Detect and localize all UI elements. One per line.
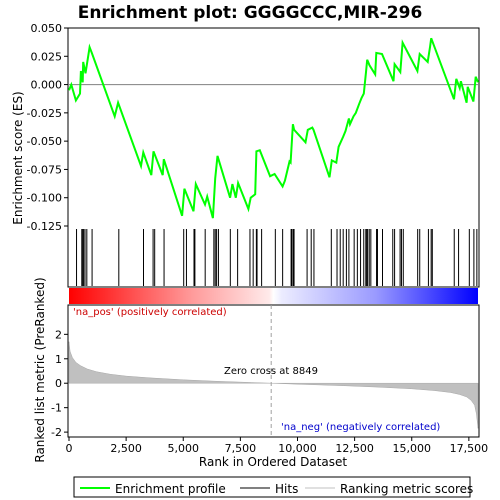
metric-y-tick-label: 0 <box>55 377 62 390</box>
enrichment-profile-line <box>68 37 479 219</box>
es-y-tick-label: -0.125 <box>27 220 62 233</box>
es-y-tick-label: -0.075 <box>27 163 62 176</box>
metric-y-tick-label: -1 <box>51 402 62 415</box>
rank-x-tick-label: 15,000 <box>392 442 431 455</box>
es-y-tick-label: -0.025 <box>27 107 62 120</box>
legend-ranking-label: Ranking metric scores <box>340 482 473 496</box>
metric-y-tick-label: 2 <box>55 328 62 341</box>
metric-y-axis-title: Ranked list metric (PreRanked) <box>33 277 47 462</box>
metric-y-axis: 2 1 0 -1 -2 <box>51 328 68 439</box>
hit-markers <box>76 229 478 286</box>
es-y-tick-label: 0.050 <box>31 22 63 35</box>
zero-cross-label: Zero cross at 8849 <box>224 366 318 377</box>
es-y-axis-title: Enrichment score (ES) <box>11 91 25 224</box>
legend-enrichment-label: Enrichment profile <box>115 482 226 496</box>
rank-x-tick-label: 10,000 <box>278 442 317 455</box>
metric-plot-frame <box>67 304 480 438</box>
legend-hits-label: Hits <box>275 482 298 496</box>
neg-correlated-label: 'na_neg' (negatively correlated) <box>281 422 440 433</box>
rank-x-tick-label: 5,000 <box>167 442 199 455</box>
rank-x-tick-label: 17,500 <box>450 442 489 455</box>
es-y-tick-label: -0.050 <box>27 135 62 148</box>
metric-y-tick-label: 1 <box>55 353 62 366</box>
rank-x-tick-label: 2,500 <box>110 442 142 455</box>
rank-x-axis-title: Rank in Ordered Dataset <box>199 455 347 469</box>
rank-color-bar <box>69 288 478 304</box>
es-y-tick-label: -0.100 <box>27 192 62 205</box>
chart-title: Enrichment plot: GGGGCCC,MIR-296 <box>78 3 423 23</box>
rank-x-tick-label: 0 <box>66 442 73 455</box>
es-y-axis: 0.050 0.025 0.000 -0.025 -0.050 -0.075 -0.100 -… <box>27 22 68 233</box>
rank-x-axis: 0 2,500 5,000 7,500 10,000 12,500 15,000 17,500 <box>66 437 489 455</box>
es-y-tick-label: 0.025 <box>31 50 63 63</box>
es-y-tick-label: 0.000 <box>31 79 63 92</box>
rank-x-tick-label: 12,500 <box>335 442 374 455</box>
legend-box <box>73 476 471 498</box>
es-plot-frame <box>67 27 480 288</box>
rank-x-tick-label: 7,500 <box>225 442 257 455</box>
pos-correlated-label: 'na_pos' (positively correlated) <box>73 307 227 318</box>
metric-y-tick-label: -2 <box>51 426 62 439</box>
ranked-metric-area <box>68 341 479 429</box>
